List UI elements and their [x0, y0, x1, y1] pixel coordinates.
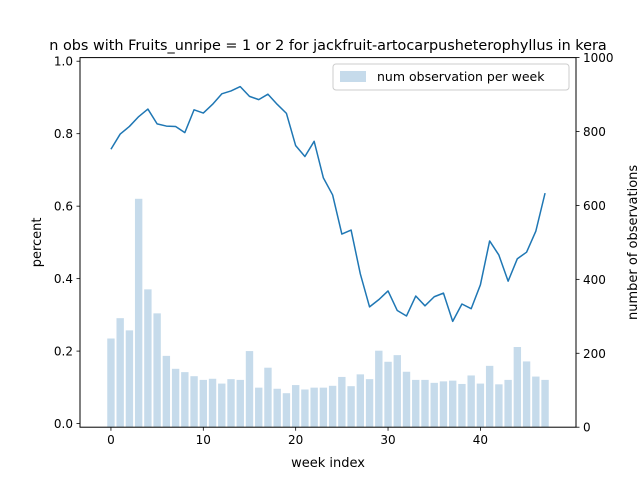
y2-tick-label: 800 [583, 125, 606, 139]
y-tick-label: 0.6 [54, 200, 73, 214]
observation-bar [541, 379, 549, 428]
observation-bar [421, 379, 429, 428]
x-axis: 0 10 20 30 40 [107, 427, 488, 447]
observation-bar [162, 355, 171, 428]
observation-bar [504, 379, 512, 428]
legend-box [332, 63, 570, 91]
observation-bar [458, 383, 466, 428]
observation-bar [255, 387, 263, 428]
y-tick-label: 1.0 [54, 55, 73, 69]
percent-line [110, 85, 546, 323]
observation-bar [430, 382, 438, 428]
observation-bar [347, 386, 355, 428]
observation-bar [181, 372, 189, 428]
x-axis-label: week index [291, 456, 365, 471]
chart-title: n obs with Fruits_unripe = 1 or 2 for ja… [49, 38, 606, 54]
observation-bar [439, 381, 448, 428]
observation-bar [384, 361, 392, 428]
observation-bar [153, 313, 161, 428]
observation-bar [532, 376, 540, 428]
x-tick-label: 20 [288, 433, 303, 447]
observation-bar [402, 371, 411, 428]
y2-tick-label: 400 [583, 273, 606, 287]
observation-bar [393, 355, 401, 428]
y-tick-label: 0.4 [54, 272, 73, 286]
x-tick-label: 10 [196, 433, 211, 447]
legend-swatch [340, 71, 366, 82]
y-tick-label: 0.0 [54, 417, 73, 431]
observation-bar [125, 330, 134, 428]
y-axis-label: percent [30, 218, 45, 268]
observation-bar [310, 387, 318, 428]
y2-axis-label: number of observations [626, 165, 640, 320]
y2-tick-label: 600 [583, 199, 606, 213]
observation-bar [301, 389, 309, 428]
observation-bar [375, 350, 383, 428]
observation-bar [365, 379, 374, 428]
y-axis-right: 0 200 400 600 800 1000 [576, 51, 614, 435]
observation-bar [522, 361, 531, 428]
observation-bar [291, 385, 300, 428]
observation-bar [412, 379, 420, 428]
observation-bar [328, 385, 337, 428]
bars-layer [107, 198, 549, 428]
observation-bar [116, 318, 124, 428]
observation-bar [356, 374, 365, 428]
observation-bar [227, 379, 235, 428]
observation-bar [107, 338, 115, 428]
observation-bar [208, 378, 217, 428]
observation-bar [171, 368, 180, 428]
y-tick-label: 0.2 [54, 345, 73, 359]
x-tick-label: 40 [473, 433, 488, 447]
legend-label: num observation per week [377, 69, 545, 84]
y-axis-left: 0.0 0.2 0.4 0.6 0.8 1.0 [54, 55, 80, 431]
observation-bar [448, 380, 457, 428]
observation-bar [338, 376, 346, 428]
observation-bar [134, 198, 143, 428]
line-layer [110, 85, 546, 323]
observation-bar [218, 383, 226, 428]
observation-bar [264, 367, 272, 428]
observation-bar [199, 379, 208, 428]
observation-bar [319, 387, 328, 428]
x-tick-label: 30 [380, 433, 395, 447]
observation-bar [476, 383, 485, 428]
observation-bar [282, 393, 291, 428]
y2-tick-label: 1000 [583, 51, 614, 65]
y2-tick-label: 200 [583, 347, 606, 361]
y-tick-label: 0.8 [54, 127, 73, 141]
legend: num observation per week [332, 63, 570, 91]
observation-bar [273, 388, 281, 428]
plot-frame [79, 57, 577, 428]
observation-bar [236, 379, 244, 428]
observation-bar [245, 351, 254, 428]
observation-bar [485, 365, 494, 428]
observation-bar [190, 376, 198, 428]
observation-bar [144, 289, 152, 428]
y2-tick-label: 0 [583, 421, 591, 435]
observation-bar [495, 384, 503, 428]
x-tick-label: 0 [107, 433, 115, 447]
observation-bar [467, 375, 475, 428]
observation-bar [513, 346, 522, 428]
